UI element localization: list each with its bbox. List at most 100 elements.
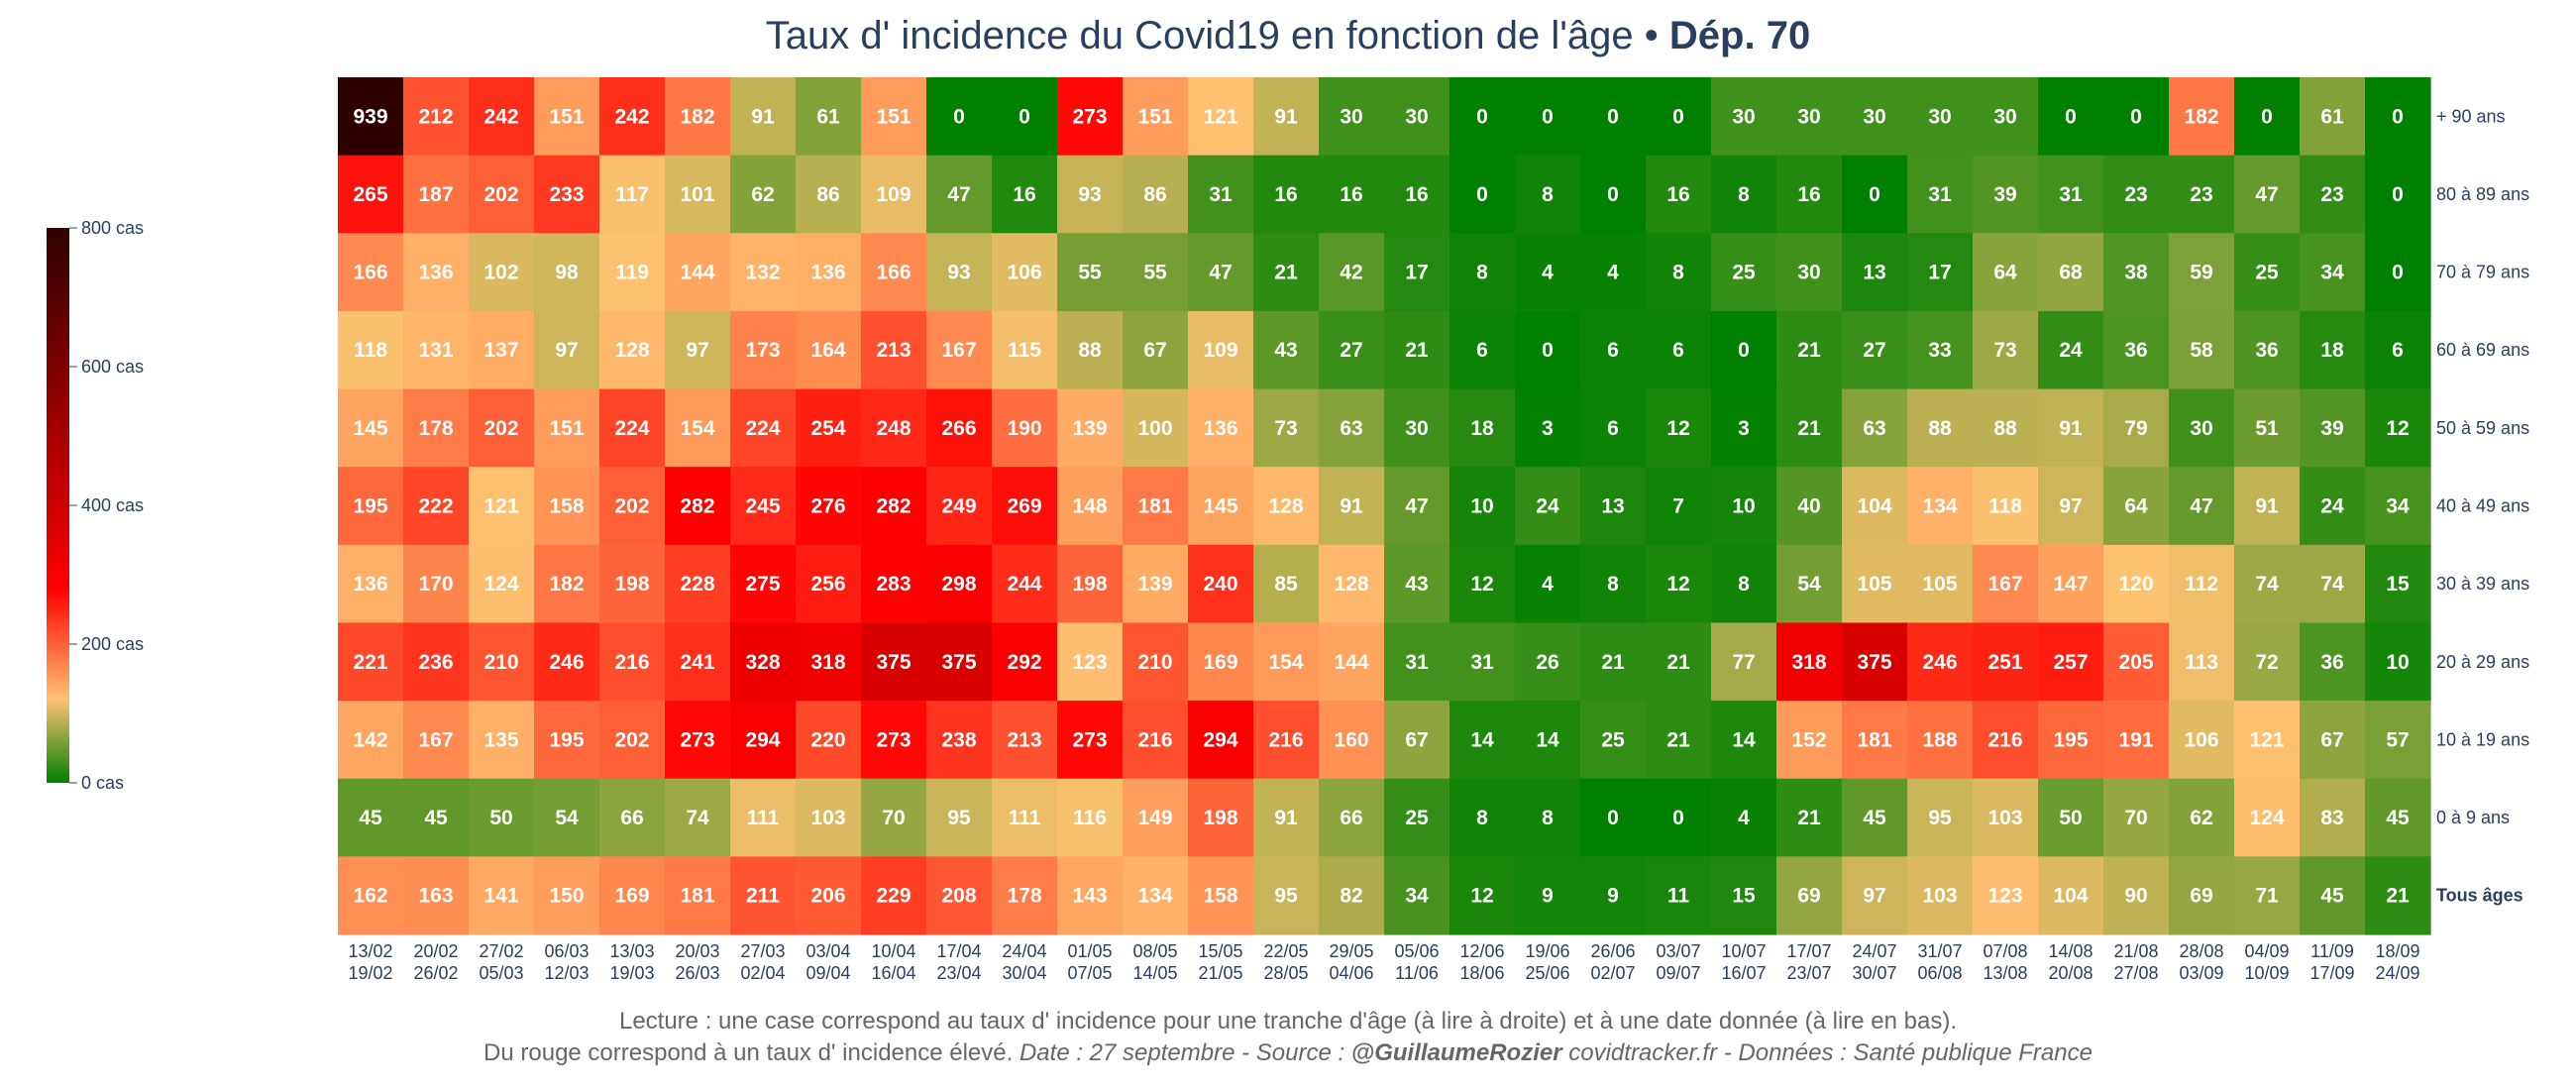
- heatmap-cell: [2169, 467, 2235, 546]
- heatmap-cell-value: 318: [1791, 651, 1826, 674]
- heatmap-cell: [926, 544, 993, 624]
- heatmap-cell-value: 16: [1797, 183, 1820, 206]
- heatmap-cell-value: 25: [1732, 262, 1756, 284]
- heatmap-cell: [730, 467, 797, 546]
- heatmap-cell: [2103, 233, 2170, 312]
- heatmap-cell: [2365, 467, 2431, 546]
- heatmap-cell-value: 3: [1542, 417, 1554, 440]
- heatmap-cell-value: 151: [549, 417, 584, 440]
- age-group-label: 0 à 9 ans: [2436, 808, 2510, 827]
- heatmap-cell: [1319, 77, 1385, 157]
- colorbar: 800 cas 600 cas 400 cas 200 cas 0 cas: [47, 218, 144, 793]
- heatmap-cell: [1515, 856, 1581, 935]
- heatmap-cell-value: 0: [953, 105, 965, 128]
- heatmap-cell: [796, 778, 862, 857]
- heatmap-cell: [1319, 701, 1385, 780]
- heatmap-cell-value: 91: [2059, 417, 2083, 440]
- heatmap-cell-value: 8: [1738, 573, 1750, 596]
- heatmap-cell: [2300, 544, 2366, 624]
- heatmap-cell-value: 187: [418, 183, 453, 206]
- heatmap-cell: [665, 856, 731, 935]
- heatmap-cell-value: 256: [810, 573, 845, 596]
- heatmap-cell: [1580, 622, 1647, 702]
- heatmap-cell-value: 101: [680, 183, 714, 206]
- heatmap-cell: [1188, 155, 1254, 234]
- heatmap-cell: [1515, 622, 1581, 702]
- heatmap-cell-value: 164: [810, 339, 845, 362]
- week-labels: 13/02 19/02 20/02 26/02 27/02 05/03 06/03 12/03…: [348, 941, 2419, 983]
- heatmap-cell: [2103, 310, 2170, 390]
- heatmap-cell: [2300, 388, 2366, 468]
- heatmap-cell: [2169, 856, 2235, 935]
- heatmap-cell: [861, 544, 927, 624]
- heatmap-cell-value: 154: [1268, 651, 1303, 674]
- week-label: 15/05 21/05: [1198, 941, 1242, 983]
- heatmap-cell-value: 73: [1274, 417, 1297, 440]
- heatmap-cell: [2169, 778, 2235, 857]
- heatmap-cell-value: 128: [1268, 495, 1303, 518]
- heatmap-cell-value: 166: [876, 262, 911, 284]
- colorbar-tick-label: 400 cas: [81, 495, 144, 515]
- heatmap-cell: [1646, 856, 1712, 935]
- heatmap-cell: [2169, 77, 2235, 157]
- heatmap-cell: [730, 856, 797, 935]
- heatmap-cell-value: 18: [1470, 417, 1494, 440]
- heatmap-cell: [1907, 467, 1974, 546]
- heatmap-cell-value: 58: [2190, 339, 2213, 362]
- heatmap-cell-value: 36: [2124, 339, 2147, 362]
- heatmap-cell: [338, 155, 404, 234]
- heatmap-cell-value: 112: [2185, 573, 2218, 596]
- heatmap-cell: [1384, 77, 1450, 157]
- heatmap-cell: [403, 233, 470, 312]
- heatmap-cell: [665, 544, 731, 624]
- heatmap-cell: [1515, 388, 1581, 468]
- heatmap-cell-value: 26: [1536, 651, 1558, 674]
- heatmap-cell: [2300, 622, 2366, 702]
- heatmap-cell-value: 91: [751, 105, 775, 128]
- heatmap-cell: [2365, 77, 2431, 157]
- heatmap-cell-value: 74: [686, 807, 709, 829]
- heatmap-cell: [2365, 622, 2431, 702]
- week-label: 22/05 28/05: [1263, 941, 1308, 983]
- heatmap-cell-value: 100: [1137, 417, 1172, 440]
- heatmap-cell-value: 91: [1340, 495, 1363, 518]
- heatmap-cell-value: 202: [483, 417, 518, 440]
- heatmap-cell: [1907, 310, 1974, 390]
- heatmap-cell: [665, 622, 731, 702]
- heatmap-cell: [403, 388, 470, 468]
- heatmap-cell: [1123, 544, 1189, 624]
- heatmap-cell: [2103, 77, 2170, 157]
- heatmap-cell: [338, 310, 404, 390]
- heatmap-cell-value: 47: [947, 183, 970, 206]
- chart-title-separator: •: [1634, 14, 1669, 57]
- heatmap-cell-value: 240: [1203, 573, 1237, 596]
- age-group-label: 70 à 79 ans: [2436, 263, 2529, 282]
- heatmap-cell: [2234, 77, 2301, 157]
- heatmap-cell-value: 109: [876, 183, 911, 206]
- heatmap-cell: [1449, 233, 1516, 312]
- heatmap-cell: [1907, 622, 1974, 702]
- heatmap-cell: [403, 544, 470, 624]
- heatmap-cell: [992, 622, 1058, 702]
- heatmap-cell-value: 34: [2320, 262, 2344, 284]
- heatmap-cell-value: 119: [615, 262, 649, 284]
- heatmap-cell-value: 178: [418, 417, 453, 440]
- heatmap-cell-value: 151: [876, 105, 911, 128]
- heatmap-cell-value: 273: [1072, 105, 1107, 128]
- heatmap-cell-value: 97: [2059, 495, 2082, 518]
- heatmap-cell: [1842, 778, 1908, 857]
- heatmap-cell: [1057, 467, 1124, 546]
- heatmap-cell-value: 0: [1607, 807, 1619, 829]
- heatmap-cell: [1515, 701, 1581, 780]
- heatmap-cell: [1449, 856, 1516, 935]
- heatmap-cell-value: 8: [1542, 183, 1554, 206]
- heatmap-cell: [1776, 622, 1843, 702]
- heatmap-cell-value: 103: [810, 807, 845, 829]
- heatmap-cell: [1515, 310, 1581, 390]
- heatmap-cell: [338, 701, 404, 780]
- heatmap-cell-value: 113: [2185, 651, 2218, 674]
- heatmap-cell-value: 104: [1857, 495, 1891, 518]
- week-label: 24/07 30/07: [1852, 941, 1896, 983]
- heatmap-cell-value: 170: [418, 573, 453, 596]
- heatmap-cell: [2103, 856, 2170, 935]
